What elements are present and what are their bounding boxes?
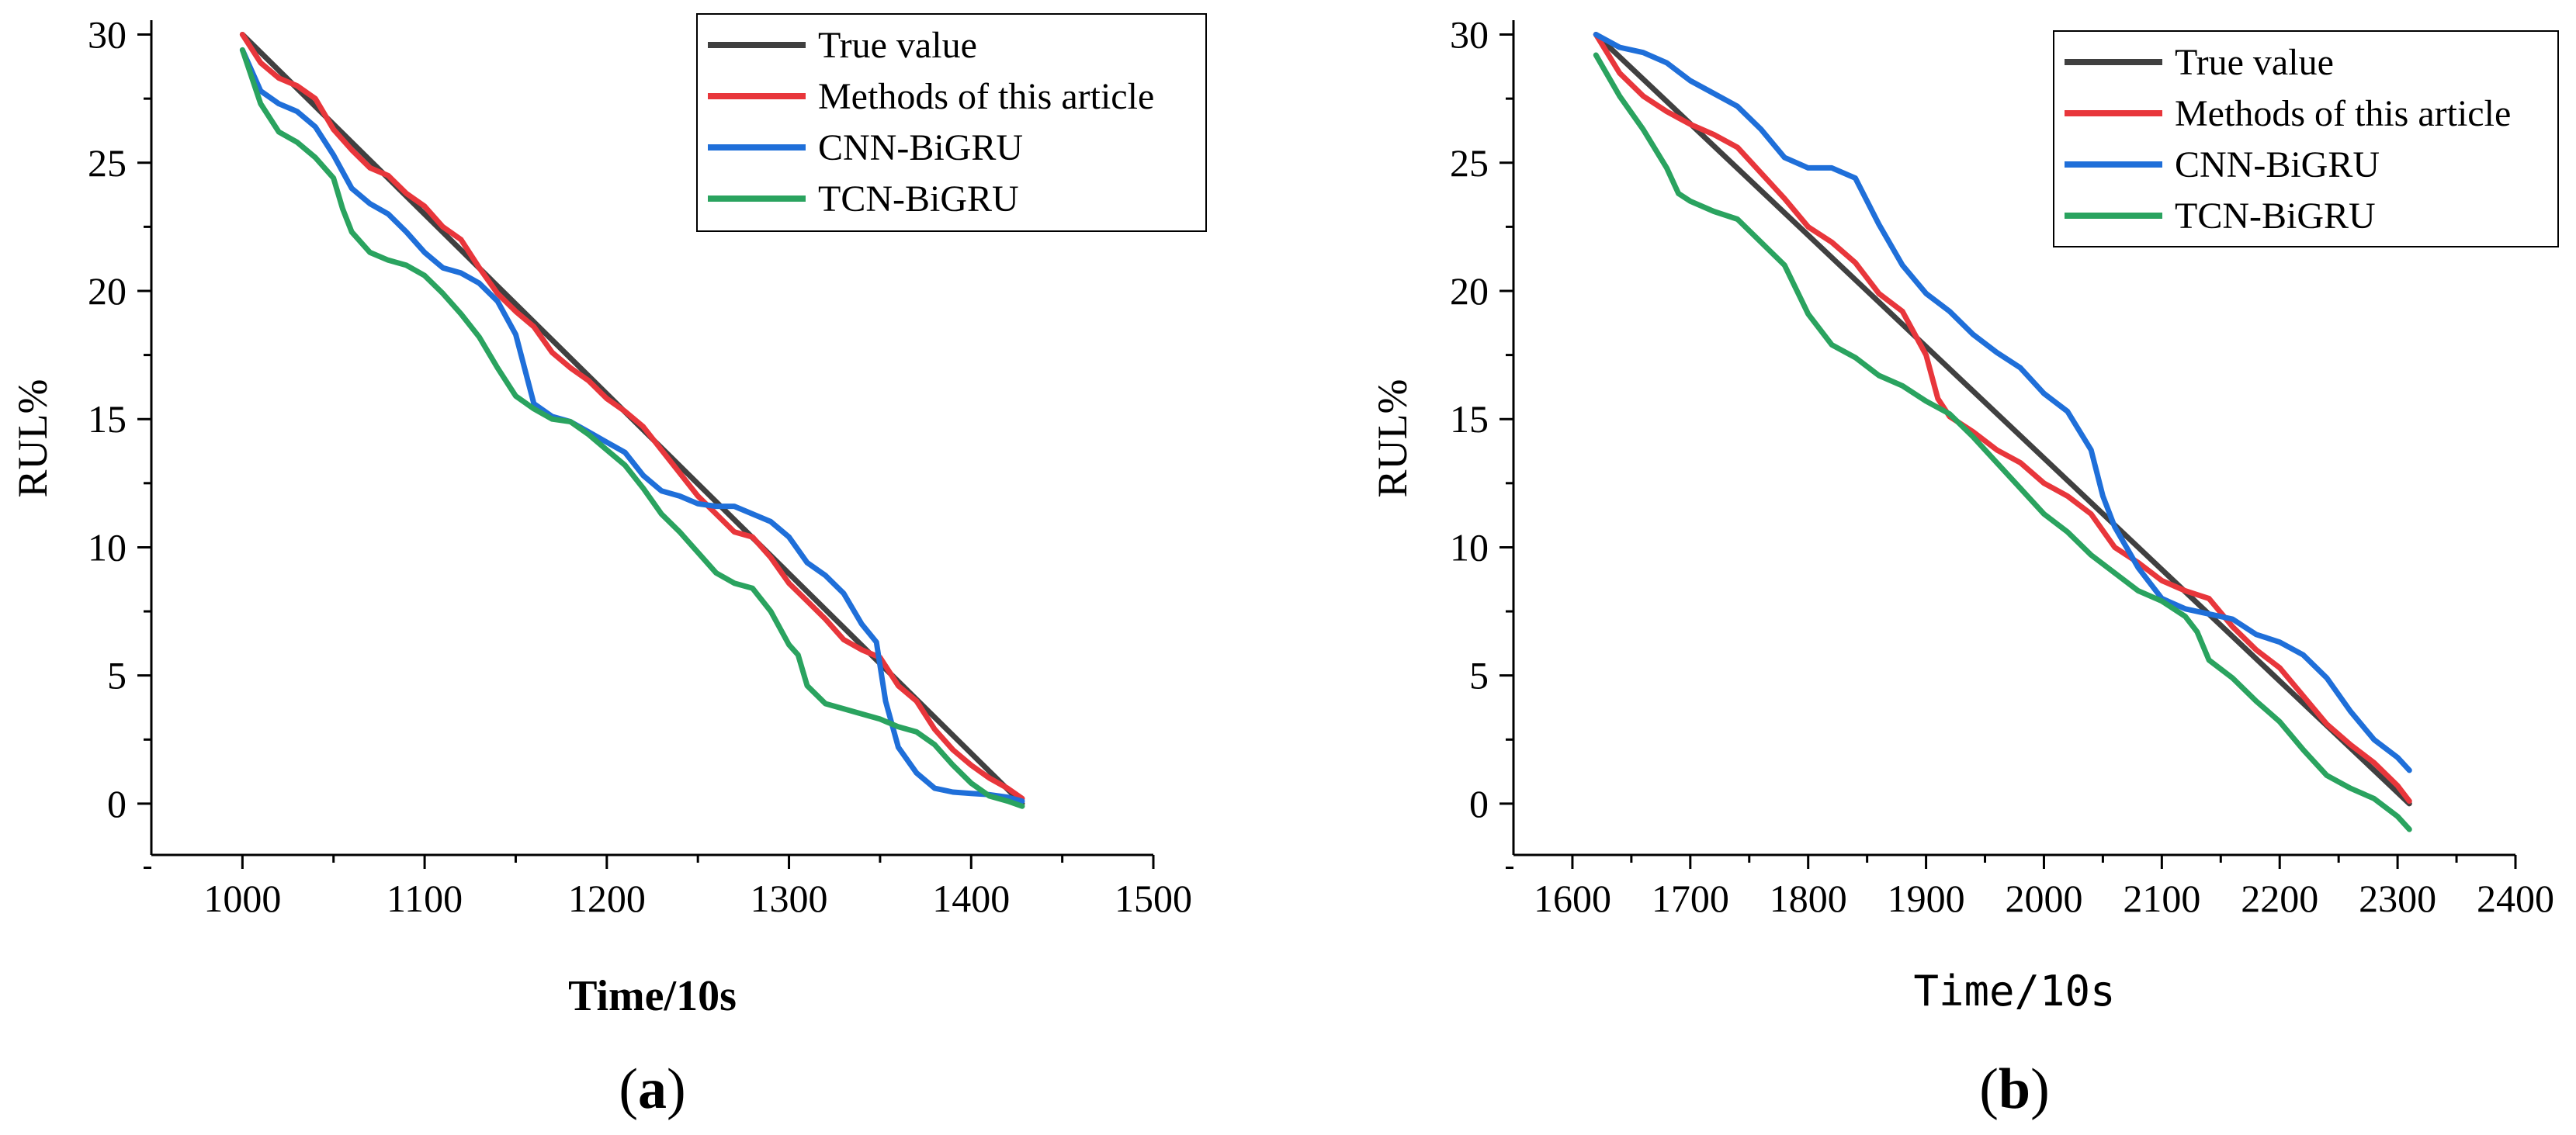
x-tick-label: 2400 (2477, 877, 2554, 920)
legend-label: True value (818, 25, 977, 66)
y-tick-label: 20 (1450, 269, 1489, 313)
legend-label: Methods of this article (818, 76, 1154, 117)
panel-label-open: ( (619, 1057, 638, 1121)
y-tick-label: 25 (88, 141, 127, 185)
y-tick-label: 15 (1450, 397, 1489, 441)
y-tick-label: 5 (107, 654, 127, 697)
y-tick-label: 10 (88, 525, 127, 569)
x-tick-label: 1000 (203, 877, 281, 920)
legend-label: Methods of this article (2175, 93, 2511, 134)
chart-panel-a: 1000 1100 1200 1300 1400 1500 0 5 10 15 20 25 30 RUL%… (9, 13, 1207, 1121)
series-line-cnn-bigru (239, 47, 1025, 805)
x-tick-label: 1700 (1652, 877, 1729, 920)
panel-label: (a) (619, 1057, 685, 1121)
panel-label-close: ) (2030, 1057, 2050, 1121)
y-tick-label: 15 (88, 397, 127, 441)
x-tick-label: 1900 (1888, 877, 1965, 920)
legend-label: True value (2175, 42, 2334, 83)
series-line-tcn-bigru (239, 47, 1025, 809)
x-axis-title: Time/10s (568, 972, 737, 1020)
y-axis-title: RUL% (9, 379, 56, 498)
x-tick-label: 1600 (1534, 877, 1611, 920)
x-tick-label: 2100 (2123, 877, 2200, 920)
y-tick-label: 25 (1450, 141, 1489, 185)
y-tick-label: 10 (1450, 525, 1489, 569)
series-line-methods-of-this-article (1593, 32, 2412, 805)
y-tick-label: 30 (1450, 13, 1489, 57)
panel-label-close: ) (667, 1057, 686, 1121)
x-tick-label: 2300 (2359, 877, 2436, 920)
x-tick-label: 1100 (387, 877, 463, 920)
panel-label-letter: a (638, 1057, 667, 1121)
chart-panel-b: 1600 1700 1800 1900 2000 2100 2200 2300 2400 0 5 10… (1369, 13, 2559, 1121)
x-tick-label: 1800 (1770, 877, 1847, 920)
legend-label: TCN-BiGRU (818, 178, 1019, 220)
series-line-true-value (1593, 32, 2412, 807)
x-axis-title: Time/10s (1913, 967, 2115, 1016)
x-tick-label: 1400 (932, 877, 1010, 920)
x-tick-label: 1500 (1115, 877, 1192, 920)
x-tick-label: 2000 (2005, 877, 2082, 920)
panel-label-letter: b (1999, 1057, 2030, 1121)
y-tick-label: 5 (1469, 654, 1489, 697)
series-line-tcn-bigru (1593, 52, 2412, 832)
series-line-methods-of-this-article (239, 32, 1025, 801)
x-tick-label: 1300 (751, 877, 828, 920)
y-tick-label: 30 (88, 13, 127, 57)
legend-label: CNN-BiGRU (2175, 144, 2380, 185)
legend-label: TCN-BiGRU (2175, 196, 2376, 237)
legend-label: CNN-BiGRU (818, 127, 1023, 168)
legend-box (696, 13, 1207, 232)
y-axis-title: RUL% (1369, 379, 1416, 498)
legend: True value Methods of this article CNN-BiG… (696, 13, 1207, 232)
series-line-cnn-bigru (1593, 32, 2412, 773)
panel-label: (b) (1979, 1057, 2049, 1121)
panel-label-open: ( (1979, 1057, 1999, 1121)
legend: True value Methods of this article CNN-BiG… (2053, 30, 2559, 247)
y-tick-label: 0 (107, 782, 127, 825)
legend-box (2053, 30, 2559, 247)
y-tick-label: 20 (88, 269, 127, 313)
x-tick-label: 2200 (2241, 877, 2318, 920)
x-tick-label: 1200 (568, 877, 646, 920)
y-tick-label: 0 (1469, 782, 1489, 825)
